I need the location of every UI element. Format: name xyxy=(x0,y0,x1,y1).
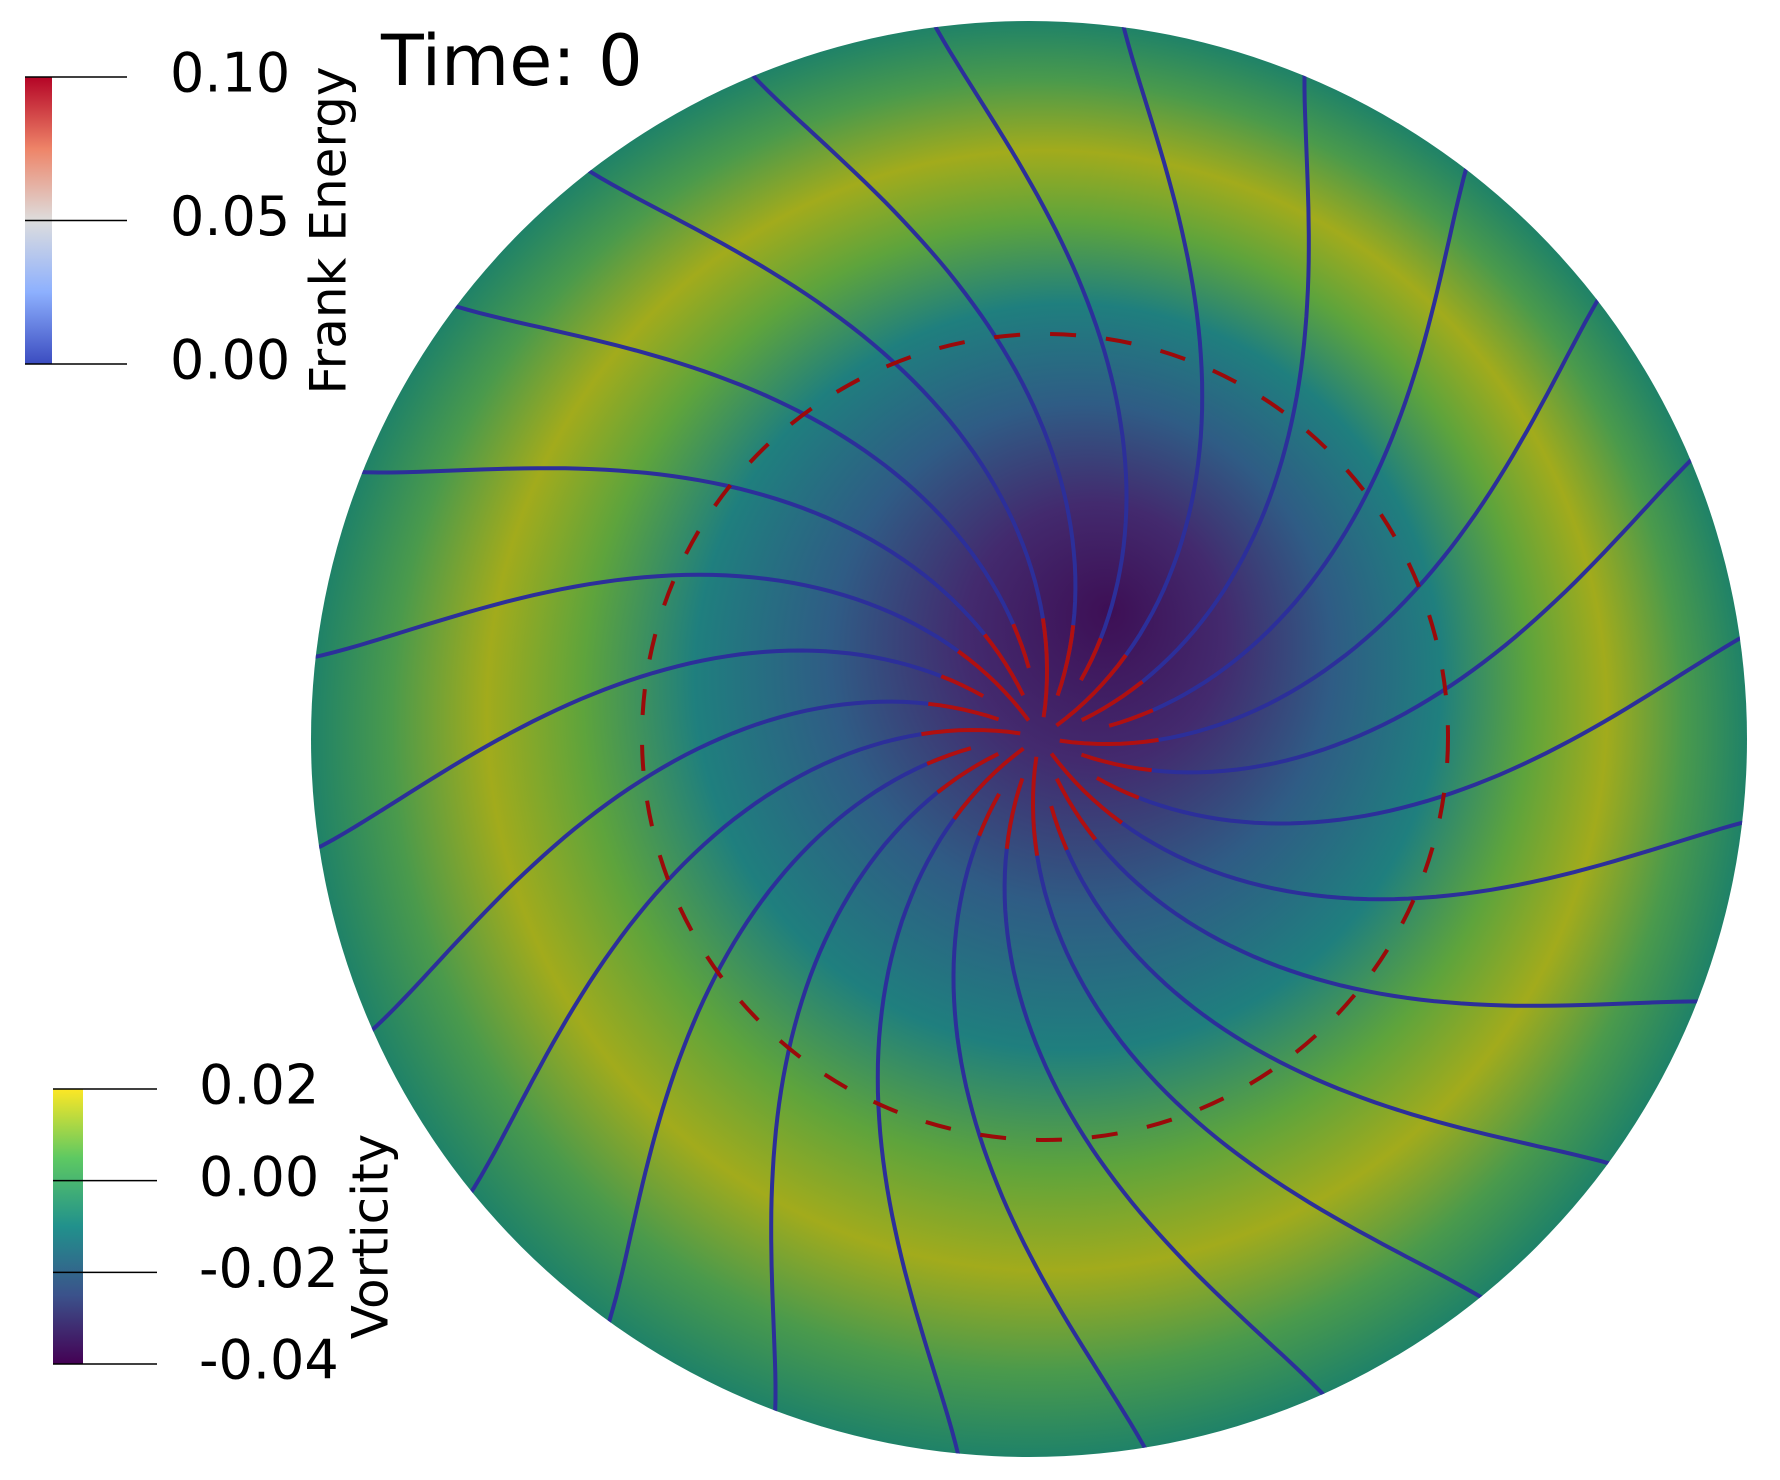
streamline xyxy=(875,746,1025,1457)
streamline xyxy=(311,572,1031,722)
streamline xyxy=(769,752,1000,1449)
streamline-core xyxy=(1030,756,1040,856)
color-bar-title: Vorticity xyxy=(342,1134,400,1340)
streamline xyxy=(450,727,1021,1220)
time-label: Time: 0 xyxy=(380,20,643,102)
streamline-core xyxy=(1080,680,1144,722)
streamline-core xyxy=(921,727,1021,737)
streamline xyxy=(1080,422,1734,775)
streamline xyxy=(1049,805,1658,1183)
streamline xyxy=(1002,777,1355,1431)
defect-circle xyxy=(640,332,1450,1142)
streamline-core xyxy=(1055,653,1128,728)
streamline-core xyxy=(1004,777,1025,849)
streamline xyxy=(311,648,985,862)
streamline-core xyxy=(1080,752,1152,773)
color-bar-title: Frank Energy xyxy=(300,67,358,395)
tick-label: 0.00 xyxy=(199,1145,319,1208)
streamline-core xyxy=(1108,708,1154,728)
streamline xyxy=(1108,119,1486,728)
color-legends: 0.100.050.00 Frank Energy0.020.00-0.02-0.… xyxy=(25,42,400,1392)
streamline-core xyxy=(1079,637,1103,682)
streamline xyxy=(594,746,972,1355)
streamline xyxy=(1049,752,1747,902)
color-bar xyxy=(53,1089,83,1364)
streamline-core xyxy=(928,701,1000,722)
streamline xyxy=(557,147,1050,718)
streamline-core xyxy=(1059,737,1159,747)
streamline-core xyxy=(926,746,972,766)
streamline xyxy=(951,792,1165,1457)
streamline-core xyxy=(1011,623,1031,669)
streamline xyxy=(1095,612,1747,826)
streamline xyxy=(422,291,1031,669)
streamline-core xyxy=(977,792,1001,837)
streamline xyxy=(1030,756,1523,1327)
streamline xyxy=(1080,25,1311,722)
tick-label: 0.02 xyxy=(199,1054,319,1117)
streamline xyxy=(1055,777,1747,1008)
streamline xyxy=(328,466,1025,697)
tick-label: 0.05 xyxy=(170,185,290,248)
streamlines xyxy=(311,21,1747,1457)
tick-label: -0.04 xyxy=(199,1329,339,1392)
streamline-core xyxy=(1040,618,1050,718)
streamline-core xyxy=(1095,776,1140,800)
tick-label: 0.00 xyxy=(170,329,290,392)
tick-label: 0.10 xyxy=(170,42,290,105)
streamline-core xyxy=(940,674,985,698)
streamline-core xyxy=(952,746,1025,821)
streamline-core xyxy=(983,633,1025,697)
streamline-core xyxy=(1055,625,1076,697)
tick-label: -0.02 xyxy=(199,1237,339,1300)
streamline xyxy=(915,21,1129,682)
streamline-core xyxy=(956,649,1031,722)
streamline-core xyxy=(1049,752,1124,825)
streamline-core xyxy=(1055,777,1097,841)
streamline-core xyxy=(936,752,1000,794)
streamline xyxy=(346,699,1000,1052)
vorticity-field xyxy=(311,21,1747,1457)
streamline xyxy=(1055,21,1205,728)
streamline-core xyxy=(1049,805,1069,851)
streamline xyxy=(1059,254,1630,747)
